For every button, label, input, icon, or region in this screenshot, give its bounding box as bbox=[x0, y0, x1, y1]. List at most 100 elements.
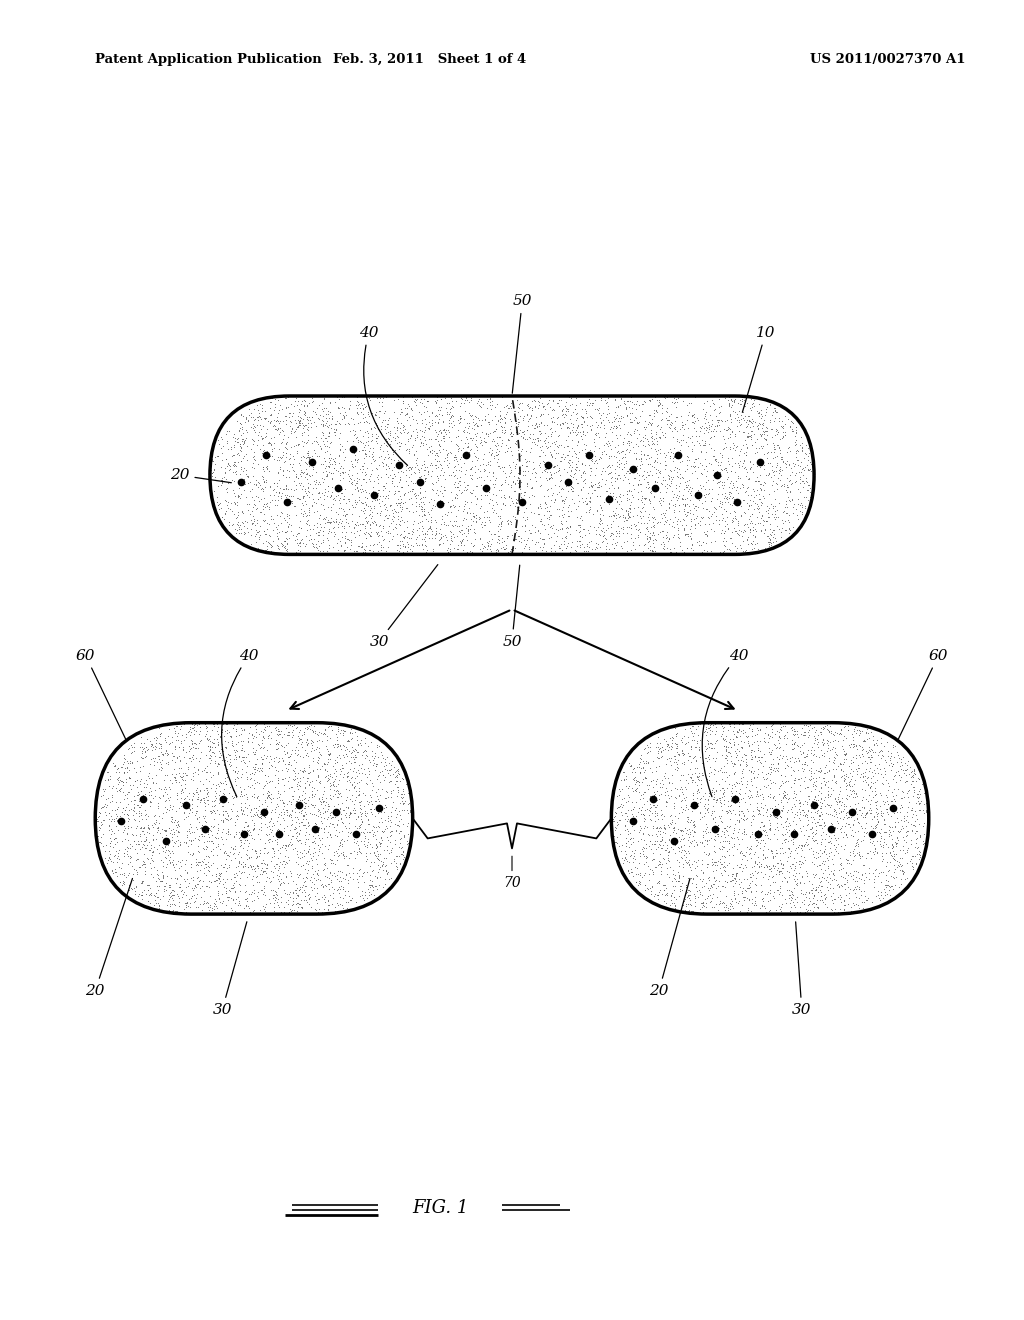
Point bbox=[707, 829, 723, 850]
Point bbox=[772, 428, 788, 449]
Point bbox=[666, 867, 682, 888]
Point bbox=[756, 857, 772, 878]
Point bbox=[365, 875, 381, 896]
Point bbox=[568, 418, 585, 440]
Point bbox=[360, 483, 377, 504]
Point bbox=[648, 400, 665, 421]
Point bbox=[597, 432, 613, 453]
Point bbox=[177, 777, 194, 799]
Point bbox=[782, 840, 799, 861]
Point bbox=[136, 830, 153, 851]
Point bbox=[140, 875, 157, 896]
Point bbox=[718, 437, 734, 458]
Point bbox=[266, 884, 283, 906]
Point bbox=[299, 743, 315, 764]
Point bbox=[256, 789, 272, 810]
Point bbox=[101, 768, 118, 789]
Point bbox=[818, 741, 835, 762]
Point bbox=[393, 768, 410, 789]
Point bbox=[453, 461, 469, 482]
Point bbox=[759, 495, 775, 516]
Point bbox=[569, 515, 586, 536]
Point bbox=[228, 432, 245, 453]
Point bbox=[315, 447, 332, 469]
Point bbox=[168, 820, 184, 841]
Point bbox=[321, 422, 337, 444]
Point bbox=[226, 714, 243, 735]
Point bbox=[225, 455, 242, 477]
Point bbox=[542, 467, 558, 488]
Point bbox=[727, 784, 743, 805]
Point bbox=[504, 425, 520, 446]
Point bbox=[213, 772, 229, 793]
Point bbox=[757, 898, 773, 919]
Point bbox=[337, 506, 353, 527]
Point bbox=[349, 403, 366, 424]
Point bbox=[640, 824, 656, 845]
Point bbox=[258, 425, 274, 446]
Point bbox=[755, 475, 771, 496]
Point bbox=[396, 491, 413, 512]
Point bbox=[795, 725, 811, 746]
Point bbox=[223, 898, 240, 919]
Point bbox=[693, 723, 710, 744]
Point bbox=[542, 507, 558, 528]
Point bbox=[199, 777, 215, 799]
Point bbox=[169, 788, 185, 809]
Point bbox=[291, 411, 307, 432]
Point bbox=[813, 871, 829, 892]
Point bbox=[329, 387, 345, 408]
Point bbox=[411, 462, 427, 483]
Point bbox=[738, 837, 755, 858]
Point bbox=[269, 738, 286, 759]
Point bbox=[845, 813, 861, 834]
Point bbox=[744, 421, 761, 442]
Point bbox=[464, 465, 480, 486]
Point bbox=[675, 799, 691, 820]
Point bbox=[878, 842, 894, 863]
Point bbox=[750, 832, 766, 853]
Point bbox=[431, 465, 447, 486]
Point bbox=[316, 821, 333, 842]
Point bbox=[600, 430, 616, 451]
Point bbox=[195, 900, 211, 921]
Point bbox=[298, 862, 314, 883]
Point bbox=[637, 781, 653, 803]
Point bbox=[355, 404, 372, 425]
Point bbox=[649, 884, 666, 906]
Point bbox=[701, 453, 718, 474]
Point bbox=[744, 516, 761, 537]
Point bbox=[725, 729, 741, 750]
Point bbox=[846, 845, 862, 866]
Point bbox=[292, 776, 308, 797]
Point bbox=[424, 414, 440, 436]
Point bbox=[719, 803, 735, 824]
Point bbox=[487, 418, 504, 440]
Point bbox=[639, 816, 655, 837]
Point bbox=[279, 484, 295, 506]
Point bbox=[244, 775, 260, 796]
Point bbox=[357, 494, 374, 515]
Point bbox=[742, 836, 759, 857]
Point bbox=[230, 484, 247, 506]
Point bbox=[246, 770, 262, 791]
Point bbox=[399, 531, 416, 552]
Point bbox=[337, 479, 353, 500]
Point bbox=[194, 817, 210, 838]
Point bbox=[383, 453, 399, 474]
Point bbox=[826, 722, 843, 743]
Point bbox=[822, 867, 839, 888]
Point bbox=[718, 738, 734, 759]
Point bbox=[774, 800, 791, 821]
Point bbox=[578, 442, 594, 463]
Point bbox=[664, 733, 680, 754]
Point bbox=[262, 536, 279, 557]
Point bbox=[399, 833, 416, 854]
Point bbox=[692, 774, 709, 795]
Point bbox=[329, 800, 345, 821]
Point bbox=[299, 477, 315, 498]
Point bbox=[249, 407, 265, 428]
Point bbox=[243, 799, 259, 820]
Point bbox=[632, 846, 648, 867]
Point bbox=[757, 863, 773, 884]
